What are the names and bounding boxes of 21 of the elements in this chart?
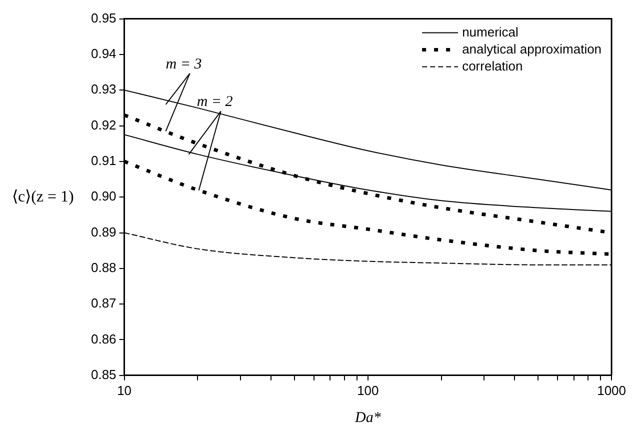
annotation: m = 2 (196, 94, 234, 110)
x-tick-label: 100 (357, 382, 379, 398)
x-axis-title: Da* (354, 410, 382, 426)
y-tick-label: 0.85 (90, 366, 116, 382)
y-axis-title: ⟨c⟩(z = 1) (12, 188, 74, 206)
x-tick-label: 1000 (597, 382, 626, 398)
x-tick-label: 10 (117, 382, 132, 398)
annotation: m = 3 (166, 56, 202, 72)
y-tick-label: 0.91 (90, 153, 116, 168)
legend-label: analytical approximation (462, 41, 602, 56)
legend-label: numerical (462, 24, 519, 40)
y-tick-label: 0.89 (90, 224, 116, 240)
y-tick-label: 0.88 (90, 260, 116, 275)
y-tick-label: 0.86 (90, 331, 116, 346)
y-tick-label: 0.94 (90, 46, 116, 62)
y-tick-label: 0.92 (90, 117, 116, 132)
y-tick-label: 0.87 (90, 296, 116, 311)
legend-label: correlation (462, 58, 523, 74)
y-tick-label: 0.90 (90, 188, 116, 204)
y-tick-label: 0.93 (90, 82, 116, 97)
y-tick-label: 0.95 (90, 10, 116, 26)
